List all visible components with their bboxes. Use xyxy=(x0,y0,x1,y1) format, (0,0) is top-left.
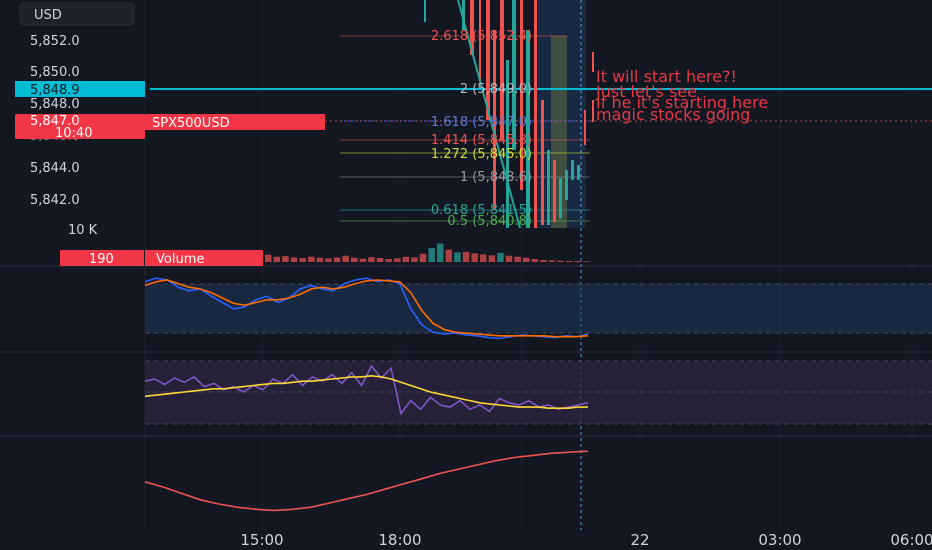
time-tick-22: 22 xyxy=(630,531,649,549)
price-tick-5852: 5,852.0 xyxy=(30,34,80,49)
volume-bar xyxy=(359,258,367,262)
currency-label: USD xyxy=(34,8,62,23)
volume-bar xyxy=(342,255,349,262)
volume-bar xyxy=(548,260,556,262)
fib-label-1: 1 (5,843.6) xyxy=(460,170,532,185)
volume-bar xyxy=(385,259,392,262)
volume-legend-label: Volume xyxy=(156,252,204,267)
time-tick-1800: 18:00 xyxy=(378,531,421,549)
stochastic-lines xyxy=(144,277,589,340)
price-tick-5842: 5,842.0 xyxy=(30,193,80,208)
volume-bar xyxy=(265,254,272,262)
annotation-line-3[interactable]: If he it's starting here xyxy=(596,93,768,112)
price-tick-5850: 5,850.0 xyxy=(30,65,80,80)
symbol-label: SPX500USD xyxy=(152,116,230,131)
volume-bar xyxy=(290,257,298,262)
fib-label-0.5: 0.5 (5,840.8) xyxy=(447,214,532,229)
volume-bar xyxy=(480,254,487,262)
volume-bar xyxy=(531,259,539,262)
volume-bar xyxy=(574,261,582,262)
volume-bars xyxy=(265,243,590,263)
time-tick-0300: 03:00 xyxy=(758,531,801,549)
current-price-badge xyxy=(15,81,145,97)
volume-bar xyxy=(488,255,496,262)
stoch-d-line xyxy=(144,279,589,338)
volume-value: 190 xyxy=(89,252,114,267)
fib-label-0.618: 0.618 (5,841.5) xyxy=(431,203,532,218)
rsi-lines xyxy=(144,364,589,416)
currency-button[interactable] xyxy=(19,2,135,26)
countdown-label: 10:40 xyxy=(55,126,92,141)
volume-tick: 10 K xyxy=(68,223,98,238)
volume-bar xyxy=(566,261,573,262)
volume-bar xyxy=(411,257,418,262)
annotation-line-4[interactable]: magic stocks going xyxy=(596,105,750,124)
time-tick-1500: 15:00 xyxy=(240,531,283,549)
volume-bar xyxy=(299,258,306,262)
fib-label-2.618: 2.618 (5,852.4) xyxy=(431,29,532,44)
volume-bar xyxy=(583,261,590,262)
volume-bar xyxy=(273,256,281,262)
time-tick-0600: 06:00 xyxy=(890,531,932,549)
volume-bar xyxy=(376,258,384,262)
volume-bar xyxy=(462,251,470,262)
volume-bar xyxy=(514,256,521,262)
volume-bar xyxy=(419,253,427,263)
volume-bar xyxy=(471,253,478,262)
volume-bar xyxy=(402,256,410,262)
volume-bar xyxy=(282,256,289,262)
volume-legend-badge[interactable] xyxy=(145,250,263,266)
fib-label-1.414: 1.414 (5,845.8) xyxy=(431,133,532,148)
volume-bar xyxy=(428,248,435,262)
volume-bar xyxy=(437,243,444,262)
volume-bar xyxy=(333,257,341,262)
volume-bar xyxy=(351,257,358,262)
volume-bar xyxy=(497,252,504,262)
annotation-line-2[interactable]: Just let's see xyxy=(595,82,697,101)
oscillator-line xyxy=(144,450,589,512)
fib-label-1.618: 1.618 (5,847.0) xyxy=(431,115,532,130)
volume-bar xyxy=(445,249,453,262)
current-price-label: 5,848.9 xyxy=(30,83,80,98)
volume-bar xyxy=(316,257,324,262)
annotation-line-1[interactable]: It will start here?! xyxy=(596,67,737,86)
volume-bar xyxy=(325,258,332,262)
volume-value-badge xyxy=(60,250,144,266)
rsi-ma-line xyxy=(144,374,588,410)
fib-label-1.272: 1.272 (5,845.0) xyxy=(431,147,532,162)
volume-bar xyxy=(394,258,401,262)
volume-bar xyxy=(368,257,375,262)
price-tick-5848: 5,848.0 xyxy=(30,97,80,112)
last-price-label: 5,847.0 xyxy=(30,114,80,129)
volume-bar xyxy=(540,260,547,262)
symbol-badge[interactable] xyxy=(145,114,325,130)
volume-bar xyxy=(454,252,461,262)
volume-bar xyxy=(308,256,315,262)
volume-bar xyxy=(505,255,513,262)
volume-bar xyxy=(557,260,564,262)
volume-bar xyxy=(523,257,530,262)
fib-label-2: 2 (5,849.0) xyxy=(460,82,532,97)
price-tick-5844: 5,844.0 xyxy=(30,161,80,176)
last-price-badge xyxy=(15,114,145,139)
oscillator-line-path xyxy=(144,450,589,512)
